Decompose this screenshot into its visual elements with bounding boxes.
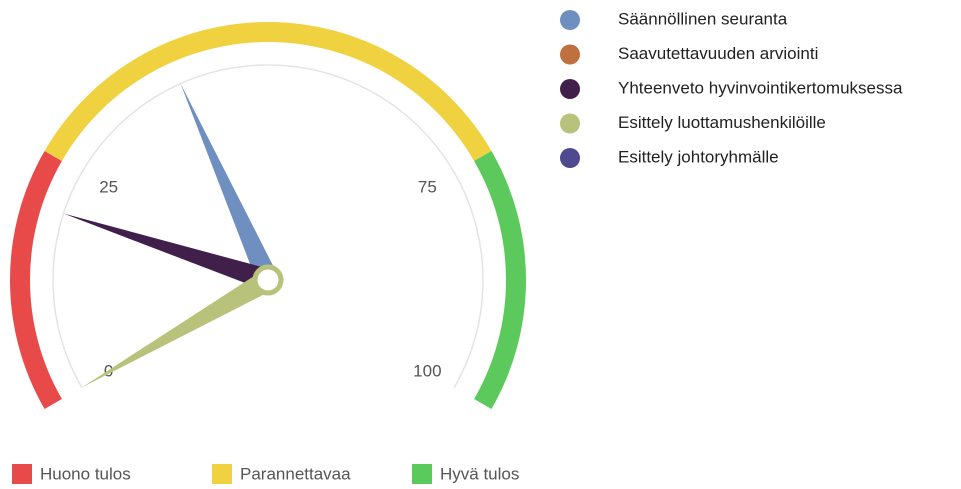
- band-legend-marker: [12, 464, 32, 484]
- gauge-band: [474, 151, 526, 409]
- tick-label: 75: [418, 177, 437, 196]
- legend-marker: [560, 10, 580, 30]
- gauge-track: [52, 64, 484, 388]
- gauge-band: [44, 22, 492, 162]
- tick-label: 100: [413, 361, 441, 380]
- legend-label: Esittely luottamushenkilöille: [618, 113, 826, 132]
- band-legend-marker: [412, 464, 432, 484]
- band-legend-label: Huono tulos: [40, 464, 131, 483]
- band-legend-label: Parannettavaa: [240, 464, 351, 483]
- band-legend-label: Hyvä tulos: [440, 464, 519, 483]
- legend-label: Esittely johtoryhmälle: [618, 147, 779, 166]
- gauge-band: [9, 151, 62, 409]
- needle-pivot: [252, 264, 284, 296]
- legend-label: Yhteenveto hyvinvointikertomuksessa: [618, 78, 903, 97]
- legend-marker: [560, 113, 580, 134]
- legend-label: Saavutettavuuden arviointi: [618, 44, 818, 63]
- needle: [63, 213, 272, 291]
- band-legend-marker: [212, 464, 232, 484]
- needle: [81, 270, 274, 388]
- legend-marker: [560, 79, 580, 99]
- needle: [180, 83, 279, 285]
- legend-label: Säännöllinen seuranta: [618, 9, 788, 28]
- legend-marker: [560, 148, 580, 168]
- legend-marker: [560, 44, 580, 65]
- tick-label: 25: [99, 177, 118, 196]
